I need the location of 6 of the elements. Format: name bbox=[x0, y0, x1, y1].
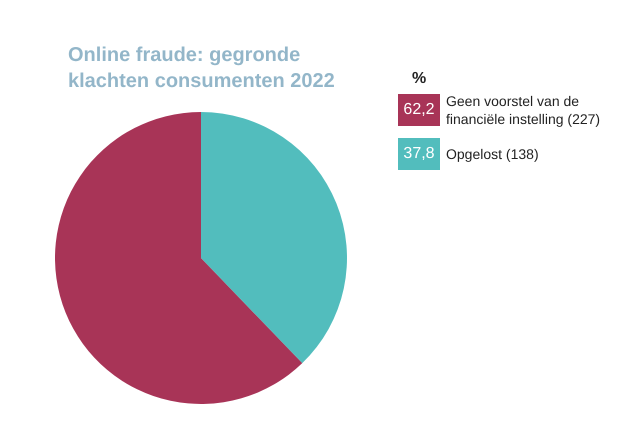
legend-label: Geen voorstel van de financiële instelling (227) bbox=[446, 92, 602, 128]
legend-title: % bbox=[412, 70, 428, 88]
chart-title: Online fraude: gegronde klachten consumenten 2022 bbox=[68, 43, 336, 94]
legend-label: Opgelost (138) bbox=[446, 145, 539, 163]
data-label: 37,8 bbox=[398, 138, 440, 170]
data-label: 62,2 bbox=[398, 94, 440, 126]
